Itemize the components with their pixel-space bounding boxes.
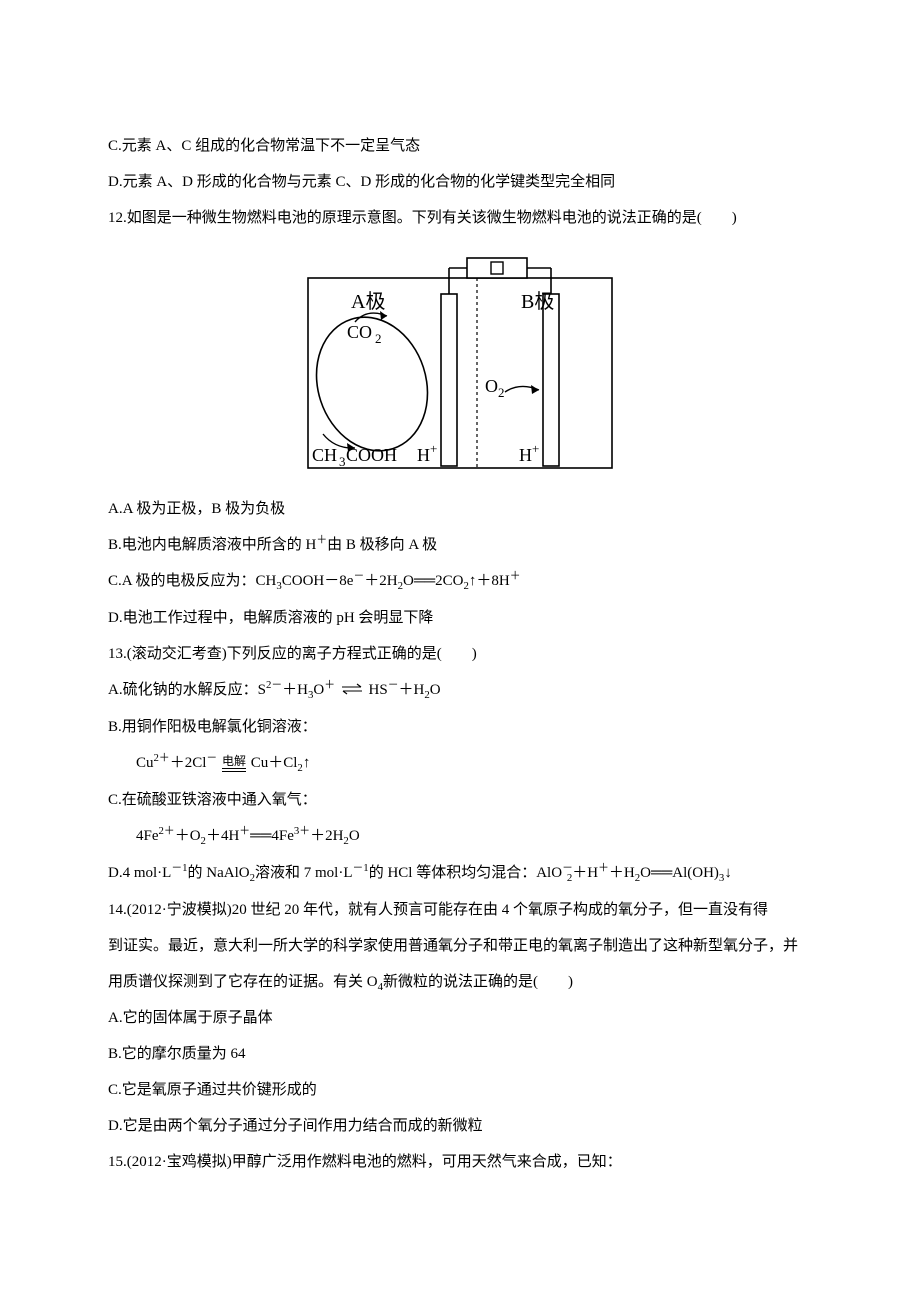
- superscript: －: [353, 570, 364, 582]
- svg-text:H: H: [417, 445, 430, 465]
- question-14-line3: 用质谱仪探测到了它存在的证据。有关 O4新微粒的说法正确的是( ): [108, 964, 812, 1001]
- text: 2CO: [435, 573, 463, 589]
- text: 溶液和 7 mol·L: [255, 865, 353, 881]
- text: 电解: [222, 754, 246, 768]
- question-14-line1: 14.(2012·宁波模拟)20 世纪 20 年代，就有人预言可能存在由 4 个…: [108, 892, 812, 928]
- text: ＋2H: [364, 573, 397, 589]
- text: ＋H: [572, 865, 598, 881]
- q13-option-d: D.4 mol·L－1的 NaAlO2溶液和 7 mol·L－1的 HCl 等体…: [108, 855, 812, 892]
- svg-text:+: +: [430, 441, 437, 456]
- question-14-line2: 到证实。最近，意大利一所大学的科学家使用普通氧分子和带正电的氧离子制造出了这种新…: [108, 928, 812, 964]
- electrolysis-label: 电解: [222, 755, 246, 772]
- text: ↑: [303, 755, 311, 771]
- superscript: 3＋: [294, 825, 310, 837]
- text: O: [403, 573, 414, 589]
- text: 4Fe: [136, 828, 159, 844]
- text: D.4 mol·L: [108, 865, 171, 881]
- text: O: [349, 828, 360, 844]
- text: O: [430, 682, 441, 698]
- text: Cu＋Cl: [251, 755, 298, 771]
- text: ＋H: [282, 682, 308, 698]
- text: O: [313, 682, 324, 698]
- svg-text:3: 3: [339, 454, 346, 469]
- superscript: ＋: [316, 534, 327, 546]
- option-c: C.元素 A、C 组成的化合物常温下不一定呈气态: [108, 128, 812, 164]
- q12-option-c: C.A 极的电极反应为：CH3COOH－8e－＋2H2O══2CO2↑＋8H＋: [108, 563, 812, 600]
- text: 新微粒的说法正确的是( ): [383, 974, 573, 990]
- q13-option-b: B.用铜作阳极电解氯化铜溶液：: [108, 709, 812, 745]
- svg-text:COOH: COOH: [346, 445, 397, 465]
- equilibrium-arrow-icon: [341, 682, 363, 696]
- question-13: 13.(滚动交汇考查)下列反应的离子方程式正确的是( ): [108, 636, 812, 672]
- q12-option-a: A.A 极为正极，B 极为负极: [108, 491, 812, 527]
- superscript: 2＋: [159, 825, 175, 837]
- text: ＋O: [175, 828, 201, 844]
- text: A.硫化钠的水解反应：S: [108, 682, 266, 698]
- q14-option-a: A.它的固体属于原子晶体: [108, 1000, 812, 1036]
- text: ＋2H: [310, 828, 343, 844]
- text: C.A 极的电极反应为：CH: [108, 573, 276, 589]
- q13-option-c: C.在硫酸亚铁溶液中通入氧气：: [108, 782, 812, 818]
- text: ＋H: [609, 865, 635, 881]
- q14-option-c: C.它是氧原子通过共价键形成的: [108, 1072, 812, 1108]
- text: 4Fe: [271, 828, 294, 844]
- svg-text:O: O: [485, 376, 498, 396]
- superscript: ＋: [324, 679, 335, 691]
- superscript: －1: [171, 862, 187, 874]
- svg-text:+: +: [532, 441, 539, 456]
- superscript: －: [388, 679, 399, 691]
- text: O: [640, 865, 651, 881]
- fuel-cell-diagram: A极 B极 CO 2 CH 3 COOH O 2 H + H +: [108, 256, 812, 471]
- question-12: 12.如图是一种微生物燃料电池的原理示意图。下列有关该微生物燃料电池的说法正确的…: [108, 200, 812, 236]
- superscript: 2＋: [154, 752, 170, 764]
- q14-option-b: B.它的摩尔质量为 64: [108, 1036, 812, 1072]
- superscript: ＋: [598, 862, 609, 874]
- text: ↓: [724, 865, 732, 881]
- text: COOH－8e: [282, 573, 354, 589]
- question-15: 15.(2012·宝鸡模拟)甲醇广泛用作燃料电池的燃料，可用天然气来合成，已知：: [108, 1144, 812, 1180]
- text: ＋H: [399, 682, 425, 698]
- superscript: 2－: [266, 679, 282, 691]
- svg-text:CO: CO: [347, 322, 372, 342]
- text: HS: [369, 682, 388, 698]
- q14-option-d: D.它是由两个氧分子通过分子间作用力结合而成的新微粒: [108, 1108, 812, 1144]
- superscript: －1: [353, 862, 369, 874]
- q13-option-a: A.硫化钠的水解反应：S2－＋H3O＋ HS－＋H2O: [108, 672, 812, 709]
- text: ↑＋8H: [469, 573, 510, 589]
- svg-text:A极: A极: [351, 290, 385, 313]
- text: 的 HCl 等体积均匀混合：AlO: [369, 865, 562, 881]
- q12-option-b: B.电池内电解质溶液中所含的 H＋由 B 极移向 A 极: [108, 527, 812, 563]
- option-d: D.元素 A、D 形成的化合物与元素 C、D 形成的化合物的化学键类型完全相同: [108, 164, 812, 200]
- q13-option-b-eq: Cu2＋＋2Cl－ 电解 Cu＋Cl2↑: [108, 745, 812, 782]
- svg-text:H: H: [519, 445, 532, 465]
- superscript: ＋: [510, 570, 521, 582]
- text: 的 NaAlO: [188, 865, 250, 881]
- q12-option-d: D.电池工作过程中，电解质溶液的 pH 会明显下降: [108, 600, 812, 636]
- q13-option-c-eq: 4Fe2＋＋O2＋4H＋══4Fe3＋＋2H2O: [108, 818, 812, 855]
- text: Cu: [136, 755, 154, 771]
- text: ＋2Cl: [170, 755, 207, 771]
- svg-text:CH: CH: [312, 445, 337, 465]
- superscript: ＋: [239, 825, 250, 837]
- svg-text:B极: B极: [521, 290, 554, 313]
- superscript: －: [206, 752, 217, 764]
- text: 由 B 极移向 A 极: [327, 537, 437, 553]
- svg-text:2: 2: [498, 385, 505, 400]
- text: ＋4H: [206, 828, 239, 844]
- text: B.电池内电解质溶液中所含的 H: [108, 537, 316, 553]
- svg-text:2: 2: [375, 331, 382, 346]
- text: 用质谱仪探测到了它存在的证据。有关 O: [108, 974, 378, 990]
- text: Al(OH): [672, 865, 719, 881]
